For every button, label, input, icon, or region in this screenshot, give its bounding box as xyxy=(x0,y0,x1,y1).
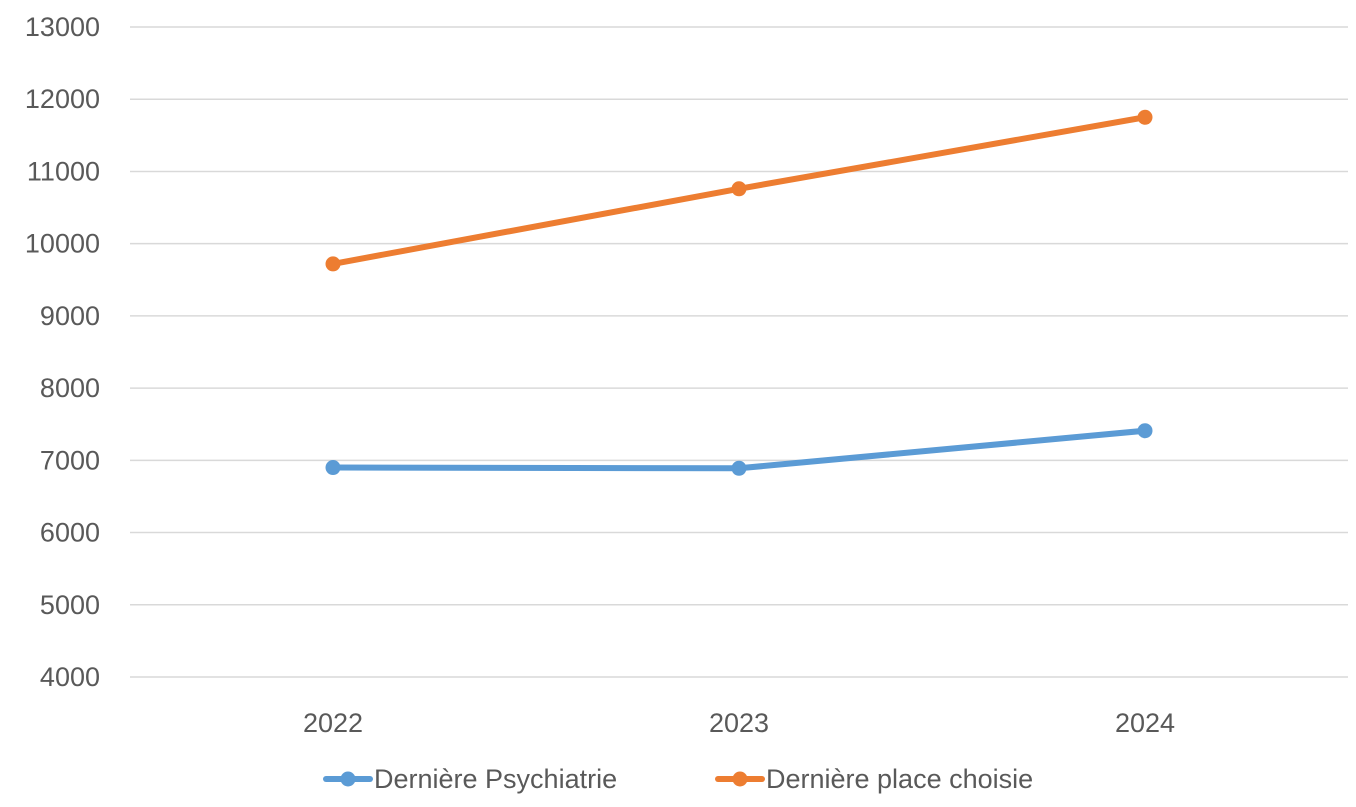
y-axis-tick-labels: 4000 5000 6000 7000 8000 9000 10000 11000 12000 1… xyxy=(25,12,100,692)
y-tick-label: 11000 xyxy=(27,156,100,186)
y-tick-label: 12000 xyxy=(25,84,100,114)
x-tick-label: 2024 xyxy=(1115,708,1175,738)
data-point xyxy=(731,181,747,197)
y-tick-label: 8000 xyxy=(40,373,100,403)
x-axis-tick-labels: 2022 2023 2024 xyxy=(303,708,1175,738)
x-tick-label: 2023 xyxy=(709,708,769,738)
gridlines xyxy=(130,26,1348,678)
y-tick-label: 6000 xyxy=(40,518,100,548)
data-point xyxy=(1137,423,1153,439)
x-tick-label: 2022 xyxy=(303,708,363,738)
y-tick-label: 5000 xyxy=(40,590,100,620)
y-tick-label: 10000 xyxy=(25,229,100,259)
legend-label: Dernière Psychiatrie xyxy=(374,764,617,794)
y-tick-label: 7000 xyxy=(40,445,100,475)
series-lines xyxy=(325,109,1153,476)
y-tick-label: 4000 xyxy=(40,662,100,692)
legend-marker xyxy=(340,771,356,787)
y-tick-label: 13000 xyxy=(25,12,100,42)
data-point xyxy=(325,460,341,476)
data-point xyxy=(731,460,747,476)
data-point xyxy=(1137,109,1153,125)
legend-label: Dernière place choisie xyxy=(766,764,1033,794)
y-tick-label: 9000 xyxy=(40,301,100,331)
legend: Dernière Psychiatrie Dernière place chois… xyxy=(323,764,1033,794)
legend-marker xyxy=(732,771,748,787)
data-point xyxy=(325,256,341,272)
